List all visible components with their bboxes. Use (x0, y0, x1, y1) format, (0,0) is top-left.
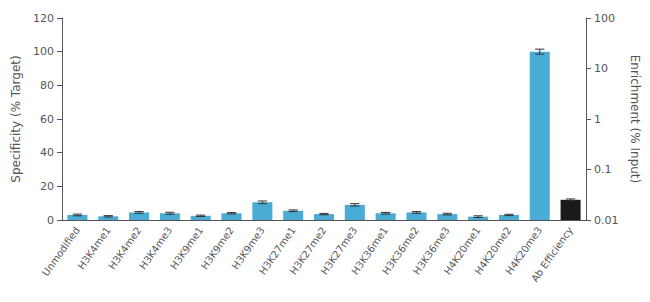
svg-text:Specificity (% Target): Specificity (% Target) (9, 55, 23, 182)
svg-text:H3K36me1: H3K36me1 (349, 224, 391, 277)
svg-text:H3K9me2: H3K9me2 (198, 224, 236, 272)
svg-text:0.1: 0.1 (594, 163, 612, 176)
svg-text:H3K36me2: H3K36me2 (380, 224, 421, 277)
svg-text:H3K36me3: H3K36me3 (411, 224, 452, 277)
svg-text:H3K27me3: H3K27me3 (318, 224, 360, 277)
svg-text:Enrichment (% Input): Enrichment (% Input) (628, 55, 642, 184)
svg-text:H3K9me3: H3K9me3 (229, 224, 267, 272)
svg-text:0.01: 0.01 (594, 214, 619, 227)
svg-text:H4K20me3: H4K20me3 (503, 224, 545, 277)
svg-text:20: 20 (40, 180, 54, 193)
svg-text:H3K9me1: H3K9me1 (168, 224, 206, 272)
svg-text:H3K27me2: H3K27me2 (287, 224, 329, 277)
svg-text:60: 60 (40, 113, 54, 126)
svg-text:H3K4me1: H3K4me1 (75, 224, 113, 272)
svg-text:0: 0 (47, 214, 54, 227)
svg-text:40: 40 (40, 146, 54, 159)
svg-text:H3K4me2: H3K4me2 (106, 224, 144, 272)
svg-text:Ab Efficiency: Ab Efficiency (529, 225, 575, 284)
svg-text:80: 80 (40, 79, 54, 92)
svg-text:H4K20me2: H4K20me2 (472, 224, 514, 277)
svg-text:Unmodified: Unmodified (40, 225, 82, 278)
svg-text:H4K20me1: H4K20me1 (441, 224, 483, 277)
svg-text:100: 100 (33, 45, 54, 58)
svg-text:H3K27me1: H3K27me1 (256, 224, 298, 277)
svg-text:1: 1 (594, 113, 601, 126)
svg-text:120: 120 (33, 12, 54, 25)
svg-text:100: 100 (594, 12, 615, 25)
svg-text:H3K4me3: H3K4me3 (137, 224, 175, 272)
svg-text:10: 10 (594, 62, 608, 75)
